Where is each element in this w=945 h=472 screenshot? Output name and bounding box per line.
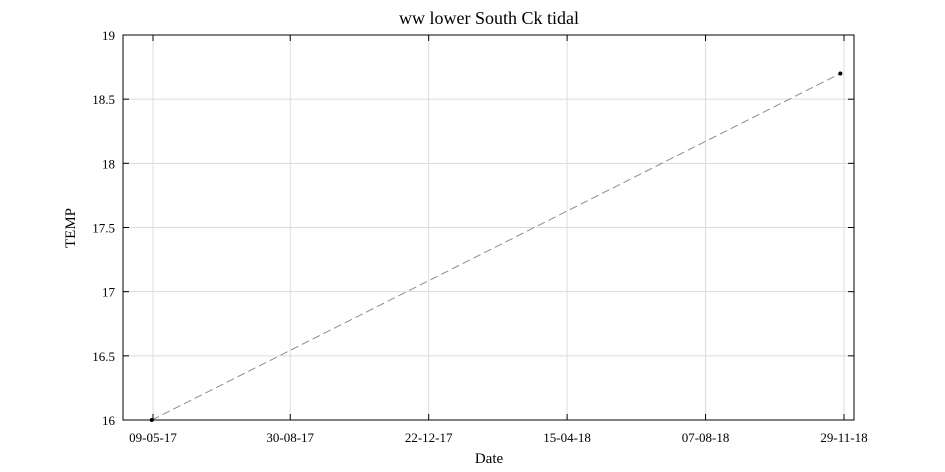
data-point	[838, 71, 843, 76]
y-tick-label: 16.5	[92, 349, 115, 364]
grid-lines	[123, 34, 854, 421]
series-line	[151, 73, 841, 421]
chart-title: ww lower South Ck tidal	[399, 8, 579, 28]
y-tick-label: 17	[102, 285, 116, 300]
x-tick-label: 22-12-17	[405, 430, 453, 445]
y-tick-label: 18.5	[92, 92, 115, 107]
y-tick-label: 16	[102, 413, 116, 428]
x-tick-label: 09-05-17	[129, 430, 177, 445]
x-axis-label: Date	[475, 451, 504, 467]
x-tick-label: 15-04-18	[543, 430, 591, 445]
y-tick-label: 19	[102, 28, 115, 43]
y-axis-label: TEMP	[63, 208, 79, 248]
tick-labels: 09-05-17 30-08-17 22-12-17 15-04-18 07-08-18…	[92, 28, 867, 445]
y-tick-label: 17.5	[92, 221, 115, 236]
series-layer	[149, 71, 843, 422]
y-tick-label: 18	[102, 156, 115, 171]
x-tick-label: 29-11-18	[820, 430, 867, 445]
x-tick-label: 07-08-18	[682, 430, 730, 445]
x-tick-label: 30-08-17	[266, 430, 314, 445]
tick-marks	[123, 34, 854, 421]
